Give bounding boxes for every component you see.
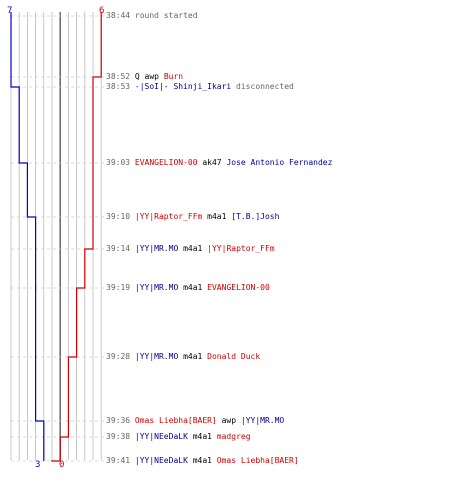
event-text: Omas Liebha[BAER]	[134, 416, 217, 425]
event-time: 39:19	[106, 283, 135, 292]
event-row: 39:14 |YY|MR.MO m4a1 |YY|Raptor_FFm	[106, 244, 275, 254]
event-row: 39:19 |YY|MR.MO m4a1 EVANGELION-00	[106, 283, 270, 293]
event-text: m4a1	[178, 244, 208, 253]
blue-team-alive-line	[10, 12, 45, 461]
event-row: 38:52 Q awp Burn	[106, 72, 183, 82]
event-text: awp	[139, 72, 164, 81]
event-time: 39:36	[106, 416, 135, 425]
event-time: 38:44	[106, 11, 135, 20]
event-text: -|SoI|- Shinji_Ikari	[134, 82, 232, 91]
event-text: madgreg	[216, 432, 251, 441]
event-time: 38:53	[106, 82, 135, 91]
event-text: |YY|MR.MO	[134, 244, 179, 253]
event-text: m4a1	[187, 432, 217, 441]
event-row: 39:10 |YY|Raptor_FFm m4a1 [T.B.]Josh	[106, 212, 279, 222]
event-text: |YY|MR.MO	[134, 283, 179, 292]
event-time: 38:52	[106, 72, 135, 81]
event-text: EVANGELION-00	[207, 283, 270, 292]
event-time: 39:03	[106, 158, 135, 167]
event-row: 39:03 EVANGELION-00 ak47 Jose Antonio Fe…	[106, 158, 332, 168]
event-row: 39:28 |YY|MR.MO m4a1 Donald Duck	[106, 352, 260, 362]
event-text: round started	[134, 11, 198, 20]
red-start-count: 6	[99, 6, 105, 16]
event-text: |YY|NEeDaLK	[134, 456, 188, 465]
event-text: m4a1	[187, 456, 217, 465]
event-text: |YY|Raptor_FFm	[207, 244, 275, 253]
event-text: |YY|Raptor_FFm	[134, 212, 203, 221]
event-time: 39:38	[106, 432, 135, 441]
event-text: Burn	[163, 72, 184, 81]
red-team-alive-line	[51, 12, 102, 462]
event-text: Jose Antonio Fernandez	[226, 158, 333, 167]
event-text: disconnected	[231, 82, 294, 91]
event-row: 39:41 |YY|NEeDaLK m4a1 Omas Liebha[BAER]	[106, 456, 299, 466]
event-text: ak47	[197, 158, 227, 167]
event-row: 38:53 -|SoI|- Shinji_Ikari disconnected	[106, 82, 294, 92]
event-text: Donald Duck	[207, 352, 261, 361]
red-end-count: 0	[59, 460, 65, 470]
event-row: 38:44 round started	[106, 11, 198, 21]
event-time: 39:28	[106, 352, 135, 361]
event-text: |YY|NEeDaLK	[134, 432, 188, 441]
event-text: EVANGELION-00	[134, 158, 198, 167]
event-time: 39:41	[106, 456, 135, 465]
event-text: m4a1	[178, 352, 208, 361]
event-text: |YY|MR.MO	[240, 416, 285, 425]
blue-start-count: 7	[7, 6, 13, 16]
event-text: awp	[216, 416, 241, 425]
event-time: 39:14	[106, 244, 135, 253]
event-text: Q	[134, 72, 140, 81]
event-text: Omas Liebha[BAER]	[216, 456, 299, 465]
event-text: m4a1	[202, 212, 232, 221]
event-row: 39:38 |YY|NEeDaLK m4a1 madgreg	[106, 432, 251, 442]
blue-end-count: 3	[35, 460, 41, 470]
event-time: 39:10	[106, 212, 135, 221]
event-row: 39:36 Omas Liebha[BAER] awp |YY|MR.MO	[106, 416, 284, 426]
event-text: |YY|MR.MO	[134, 352, 179, 361]
event-text: m4a1	[178, 283, 208, 292]
event-text: [T.B.]Josh	[231, 212, 280, 221]
